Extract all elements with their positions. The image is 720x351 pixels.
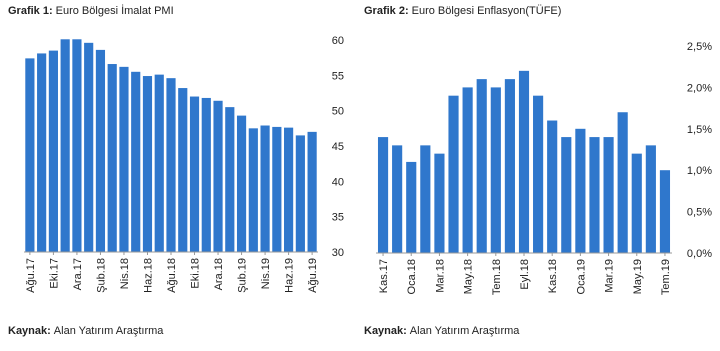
x-tick-label: Oca.19	[575, 259, 587, 294]
x-tick-label: Oca.18	[406, 259, 418, 294]
bar	[533, 95, 544, 254]
bar	[504, 79, 515, 254]
x-tick-label: Ağu.17	[25, 258, 37, 293]
bar	[142, 76, 153, 252]
x-tick-label: Şub.18	[95, 258, 107, 293]
y-tick-label: 35	[332, 212, 344, 224]
title-text: Euro Bölgesi İmalat PMI	[56, 4, 174, 17]
bar	[48, 50, 58, 252]
bar	[213, 100, 223, 252]
bar	[406, 161, 417, 253]
y-tick-label: 60	[332, 35, 344, 47]
y-tick-label: 1,0%	[687, 165, 712, 177]
bar	[392, 145, 403, 253]
y-tick-label: 40	[332, 176, 344, 188]
bar	[434, 153, 445, 253]
bar	[295, 135, 305, 252]
source-text: Alan Yatırım Araştırma	[410, 325, 521, 337]
title-text: Euro Bölgesi Enflasyon(TÜFE)	[412, 5, 562, 17]
x-tick-label: Tem.19	[660, 259, 672, 295]
bar	[307, 131, 317, 252]
bar	[284, 127, 294, 252]
x-tick-label: Mar.18	[434, 259, 446, 293]
bar	[72, 39, 82, 252]
bar	[547, 120, 558, 254]
bar	[575, 128, 586, 253]
source-text: Alan Yatırım Araştırma	[54, 325, 165, 337]
x-tick-label: Kas.17	[378, 259, 390, 293]
y-tick-label: 0,5%	[687, 207, 712, 219]
bar	[420, 145, 431, 253]
bar	[189, 96, 200, 253]
bar	[225, 107, 235, 252]
x-tick-label: May.19	[632, 259, 644, 294]
bar	[84, 42, 94, 253]
x-tick-label: Eyl.18	[519, 259, 531, 290]
bar	[131, 71, 141, 252]
bar	[60, 39, 70, 252]
bar	[603, 137, 614, 253]
title-label: Grafik 2:	[364, 5, 409, 17]
bar	[37, 53, 47, 252]
bar	[201, 97, 211, 253]
bar	[166, 78, 176, 252]
chart-title: Grafik 1: Euro Bölgesi İmalat PMI	[8, 4, 174, 17]
x-tick-label: Eki.18	[190, 258, 202, 289]
x-tick-label: Tem.18	[491, 259, 503, 295]
bar	[154, 74, 164, 252]
bar	[589, 137, 600, 253]
x-tick-label: Şub.19	[237, 258, 249, 293]
bar	[248, 128, 258, 252]
bar	[462, 87, 473, 254]
x-tick-label: Mar.19	[604, 259, 616, 293]
x-tick-label: Haz.19	[284, 258, 296, 293]
x-tick-label: Nis.18	[119, 258, 131, 289]
bar	[377, 137, 389, 253]
bar	[178, 88, 188, 252]
bar	[25, 58, 35, 252]
source: Kaynak: Alan Yatırım Araştırma	[8, 325, 164, 337]
y-tick-label: 2,0%	[687, 82, 712, 94]
bar	[260, 125, 270, 252]
x-tick-label: Ağu.19	[307, 258, 319, 293]
y-tick-label: 45	[332, 141, 344, 153]
x-tick-label: Ara.18	[213, 258, 225, 290]
bar	[631, 153, 642, 253]
bar	[617, 112, 628, 254]
x-tick-label: Haz.18	[142, 258, 154, 293]
bar	[95, 49, 106, 252]
y-tick-label: 55	[332, 70, 344, 82]
title-label: Grafik 1:	[8, 5, 53, 17]
bar	[490, 87, 501, 254]
chart-title: Grafik 2: Euro Bölgesi Enflasyon(TÜFE)	[364, 5, 561, 17]
y-tick-label: 50	[332, 106, 344, 118]
source-label: Kaynak:	[364, 325, 407, 337]
bar	[272, 126, 282, 252]
bar	[476, 79, 487, 254]
source: Kaynak: Alan Yatırım Araştırma	[364, 325, 520, 337]
x-tick-label: Eki.17	[48, 258, 60, 289]
bar	[645, 145, 656, 253]
bar	[561, 137, 572, 253]
x-tick-label: Kas.18	[547, 259, 559, 293]
bar	[236, 115, 247, 252]
bar	[659, 170, 671, 253]
bar	[107, 64, 117, 252]
y-tick-label: 2,5%	[687, 41, 712, 53]
y-tick-label: 30	[332, 247, 344, 259]
bar	[448, 95, 459, 254]
y-tick-label: 0,0%	[687, 248, 712, 260]
x-tick-label: May.18	[463, 259, 475, 294]
bar	[518, 70, 530, 253]
bar	[119, 66, 129, 252]
x-tick-label: Ağu.18	[166, 258, 178, 293]
y-tick-label: 1,5%	[687, 124, 712, 136]
x-tick-label: Nis.19	[260, 258, 272, 289]
x-tick-label: Ara.17	[72, 258, 84, 290]
source-label: Kaynak:	[8, 325, 51, 337]
